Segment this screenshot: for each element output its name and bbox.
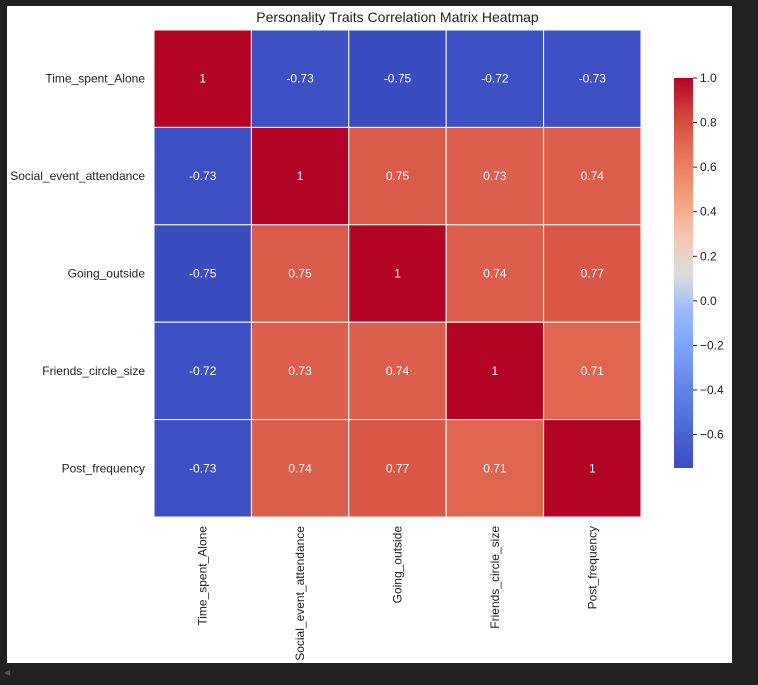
heatmap-chart: Personality Traits Correlation Matrix He… bbox=[10, 9, 724, 661]
cell-value-label: -0.75 bbox=[384, 72, 412, 86]
heatmap-cell bbox=[348, 321, 447, 421]
cell-value-label: 0.73 bbox=[483, 169, 507, 183]
cell-value-label: -0.73 bbox=[286, 72, 314, 86]
colorbar-tick-label: 0.2 bbox=[700, 249, 717, 263]
heatmap-cell bbox=[153, 29, 252, 128]
colorbar-tick-label: 0.6 bbox=[700, 160, 717, 174]
y-tick-label: Time_spent_Alone bbox=[45, 72, 145, 86]
colorbar-tick-label: −0.2 bbox=[700, 338, 724, 352]
x-tick-label: Post_frequency bbox=[585, 526, 599, 609]
cell-value-label: 0.71 bbox=[581, 364, 605, 378]
cell-value-label: -0.72 bbox=[189, 364, 217, 378]
colorbar-tick-label: −0.6 bbox=[700, 428, 724, 442]
cell-value-label: 1 bbox=[589, 461, 596, 475]
cell-value-label: 0.75 bbox=[288, 267, 312, 281]
colorbar-tick-label: 0.8 bbox=[700, 116, 717, 130]
heatmap-cell bbox=[445, 321, 545, 421]
colorbar-tick-label: −0.4 bbox=[700, 383, 724, 397]
cell-value-label: 0.75 bbox=[386, 169, 410, 183]
cell-value-label: 0.74 bbox=[288, 461, 312, 475]
cell-value-label: -0.73 bbox=[189, 169, 217, 183]
cell-value-label: 1 bbox=[394, 267, 401, 281]
cell-value-label: 0.77 bbox=[386, 461, 410, 475]
colorbar-tick-label: 1.0 bbox=[700, 71, 717, 85]
chart-title: Personality Traits Correlation Matrix He… bbox=[256, 9, 539, 25]
heatmap-cell bbox=[445, 29, 545, 128]
cell-value-label: 0.74 bbox=[483, 267, 507, 281]
cell-value-label: 0.74 bbox=[581, 169, 605, 183]
cell-value-label: 0.71 bbox=[483, 461, 507, 475]
x-tick-label: Friends_circle_size bbox=[488, 526, 502, 629]
heatmap-cell bbox=[348, 419, 447, 518]
x-tick-label: Social_event_attendance bbox=[293, 526, 307, 661]
y-tick-label: Going_outside bbox=[68, 267, 146, 281]
heatmap-cell bbox=[543, 224, 642, 323]
heatmap-cell bbox=[543, 321, 642, 421]
heatmap-cell bbox=[543, 419, 642, 518]
heatmap-cell bbox=[153, 126, 252, 226]
y-tick-label: Post_frequency bbox=[62, 461, 145, 475]
cell-value-label: 1 bbox=[492, 364, 499, 378]
heatmap-cell bbox=[250, 29, 350, 128]
cell-value-label: 0.74 bbox=[386, 364, 410, 378]
y-tick-label: Social_event_attendance bbox=[10, 169, 145, 183]
cell-value-label: -0.73 bbox=[579, 72, 607, 86]
cell-value-label: 1 bbox=[297, 169, 304, 183]
colorbar-tick-label: 0.0 bbox=[700, 294, 717, 308]
colorbar-tick-label: 0.4 bbox=[700, 205, 717, 219]
x-tick-label: Going_outside bbox=[391, 526, 405, 604]
cell-value-label: 1 bbox=[199, 72, 206, 86]
cell-value-label: -0.75 bbox=[189, 267, 217, 281]
cell-value-label: -0.73 bbox=[189, 461, 217, 475]
y-tick-label: Friends_circle_size bbox=[42, 364, 145, 378]
heatmap-cell bbox=[543, 126, 642, 226]
cell-value-label: -0.72 bbox=[481, 72, 509, 86]
heatmap-cell bbox=[445, 224, 545, 323]
cell-value-label: 0.73 bbox=[288, 364, 312, 378]
cell-value-label: 0.77 bbox=[581, 267, 605, 281]
x-tick-label: Time_spent_Alone bbox=[196, 526, 210, 626]
heatmap-cell bbox=[543, 29, 642, 128]
heatmap-cell bbox=[348, 224, 447, 323]
heatmap-cell bbox=[348, 29, 447, 128]
heatmap-cell bbox=[250, 321, 350, 421]
heatmap-cell bbox=[250, 419, 350, 518]
scroll-left-icon[interactable]: ◀ bbox=[4, 668, 11, 677]
heatmap-cell bbox=[153, 419, 252, 518]
heatmap-cell bbox=[250, 224, 350, 323]
colorbar bbox=[674, 78, 693, 468]
heatmap-figure: Personality Traits Correlation Matrix He… bbox=[7, 6, 732, 663]
heatmap-cell bbox=[348, 126, 447, 226]
heatmap-cell bbox=[153, 321, 252, 421]
